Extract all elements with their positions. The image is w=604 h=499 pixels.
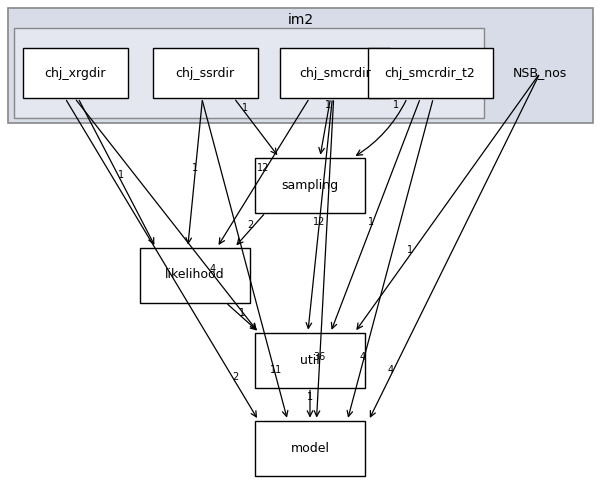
Text: 12: 12: [257, 163, 269, 173]
Text: chj_ssrdir: chj_ssrdir: [175, 66, 234, 79]
Text: chj_xrgdir: chj_xrgdir: [44, 66, 106, 79]
Text: 12: 12: [313, 217, 325, 227]
Text: 1: 1: [326, 100, 332, 110]
Text: NSB_nos: NSB_nos: [513, 66, 567, 79]
FancyBboxPatch shape: [140, 248, 250, 302]
Text: 4: 4: [360, 352, 366, 362]
FancyBboxPatch shape: [255, 421, 365, 476]
FancyBboxPatch shape: [22, 48, 127, 98]
Text: im2: im2: [288, 13, 313, 27]
FancyBboxPatch shape: [152, 48, 257, 98]
Text: sampling: sampling: [281, 179, 339, 192]
Text: chj_smcrdir_t2: chj_smcrdir_t2: [385, 66, 475, 79]
FancyBboxPatch shape: [255, 158, 365, 213]
FancyBboxPatch shape: [255, 332, 365, 388]
Text: 36: 36: [313, 352, 326, 362]
Text: 2: 2: [232, 372, 239, 382]
Text: 1: 1: [242, 103, 248, 113]
Text: 1: 1: [307, 392, 313, 402]
Text: util: util: [300, 353, 320, 366]
Text: model: model: [291, 442, 330, 455]
Text: 1: 1: [368, 217, 374, 227]
FancyBboxPatch shape: [367, 48, 492, 98]
Text: 1: 1: [118, 170, 124, 180]
Text: 11: 11: [269, 365, 281, 375]
FancyBboxPatch shape: [14, 28, 484, 118]
FancyBboxPatch shape: [8, 8, 593, 123]
Text: 4: 4: [388, 365, 394, 375]
Text: 1: 1: [239, 307, 246, 317]
Text: 1: 1: [393, 100, 399, 110]
Text: 1: 1: [407, 245, 413, 254]
Text: 4: 4: [210, 264, 216, 274]
Text: 2: 2: [247, 220, 253, 230]
FancyBboxPatch shape: [280, 48, 390, 98]
Text: chj_smcrdir: chj_smcrdir: [299, 66, 371, 79]
Text: likelihood: likelihood: [165, 268, 225, 281]
Text: 1: 1: [192, 163, 198, 173]
